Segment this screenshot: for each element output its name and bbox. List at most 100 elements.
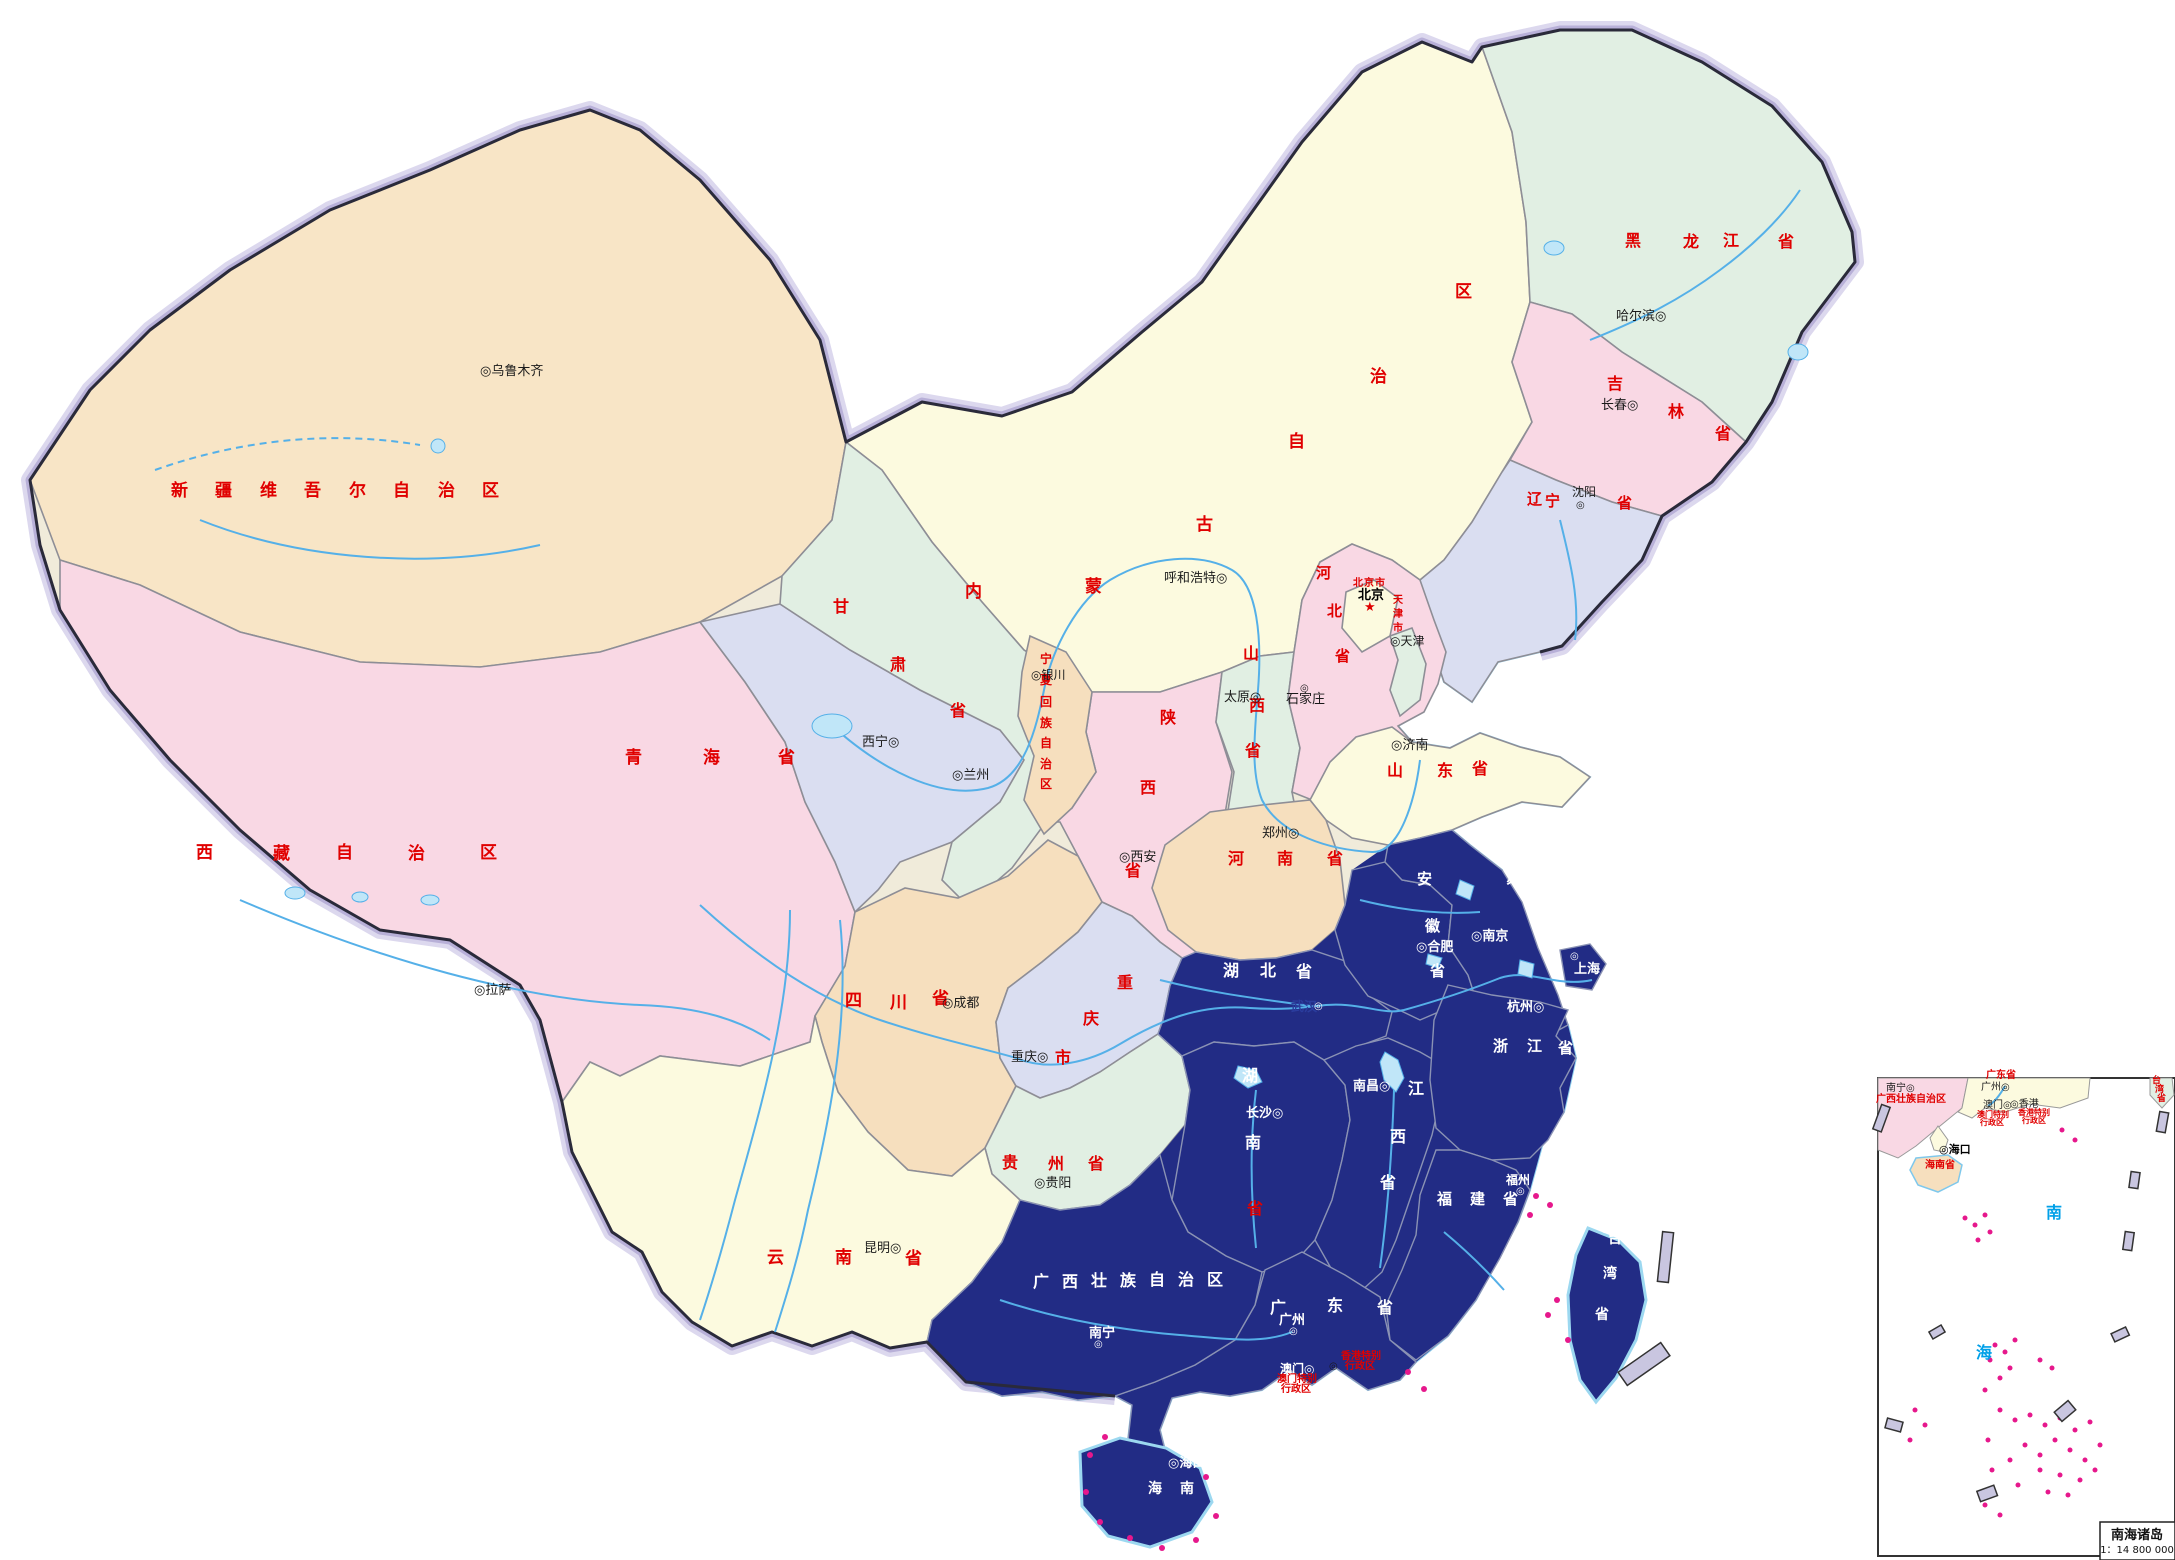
river-han [1159, 979, 1311, 1007]
province-label-hunan-sheng: 省 [1246, 1199, 1263, 1218]
river-songhua [1589, 189, 1801, 341]
river-nu [699, 909, 791, 1321]
city-label-shanghai: 上海 [1574, 961, 1600, 977]
province-label-neimenggu: 古 [1196, 514, 1213, 535]
river-min [1443, 1231, 1505, 1291]
lake-poyang [1379, 1051, 1405, 1093]
province-label-jiangxi: 西 [1390, 1127, 1406, 1146]
river-tarim [199, 519, 541, 560]
province-label-sichuan: 四 [845, 991, 862, 1011]
sar-label-mo-sar-1: 澳门特别 [1277, 1372, 1317, 1385]
province-label-guangdong: 省 [1376, 1298, 1393, 1317]
province-label-hebei: 省 [1334, 647, 1350, 665]
province-label-jiangsu: 江 [1488, 842, 1503, 860]
inset-label-i-hainan: 海南省 [1925, 1158, 1955, 1171]
lake-dongting [1233, 1065, 1263, 1089]
province-label-henan: 南 [1277, 849, 1293, 868]
city-label-jinan: ◎济南 [1391, 737, 1428, 753]
province-label-shandong: 东 [1437, 761, 1453, 780]
province-label-guangxi: 族 [1120, 1271, 1137, 1290]
province-label-liaoning: 省 [1616, 494, 1632, 512]
province-label-liaoning: 宁 [1545, 492, 1560, 510]
province-label-anhui: 徽 [1424, 917, 1441, 935]
river-pearl [999, 1299, 1293, 1341]
river-yarlung [239, 899, 771, 1041]
province-label-gansu: 省 [949, 701, 966, 720]
inset-label-i-hk-sar-2: 行政区 [2021, 1115, 2046, 1125]
inset-label-i-macau: 澳门◎ [1983, 1098, 2012, 1111]
inset-label-i-hk: ◎香港 [2010, 1098, 2039, 1110]
province-label-xizang: 西 [196, 843, 213, 863]
province-tianjin [1388, 626, 1427, 718]
inset-title-box [2099, 1521, 2175, 1560]
province-label-heilongjiang: 江 [1723, 231, 1739, 250]
labels-layer: 新疆维吾尔自治区西藏自治区青海省甘肃省宁夏回族自治区内 蒙古自治区黑龙江省吉林省辽… [171, 231, 1794, 1497]
province-label-xinjiang: 新 [171, 480, 188, 501]
province-label-neimenggu: 蒙 [1085, 576, 1102, 597]
province-label-beijing-city-red: 京 [1364, 576, 1374, 589]
inset-label-i-sea-nan: 南 [2046, 1203, 2062, 1222]
province-label-xinjiang: 疆 [215, 481, 232, 501]
city-label-changsha: 长沙◎ [1246, 1105, 1283, 1121]
city-label-taipei-mark: ◎ [1601, 1225, 1609, 1235]
inset-title: 南海诸岛 [2111, 1527, 2163, 1543]
province-label-neimenggu: 区 [1455, 282, 1472, 302]
province-label-chongqing: 市 [1055, 1048, 1071, 1067]
province-label-xinjiang: 治 [438, 480, 455, 501]
inset-label-i-taiwan-2: 湾 [2155, 1083, 2164, 1095]
province-zhejiang [1429, 984, 1577, 1161]
city-label-wuhan: 武汉 [1291, 999, 1318, 1015]
province-label-jiangsu: 省 [1525, 895, 1541, 913]
province-fujian [1385, 1149, 1531, 1361]
province-label-guangxi: 广 [1033, 1272, 1049, 1291]
inset-label-i-guangxi: 广西壮族自治区 [1876, 1092, 1946, 1105]
inset-scale: 1：14 800 000 [2100, 1545, 2174, 1556]
province-label-jiangxi: 省 [1379, 1173, 1396, 1192]
provinces-light [29, 29, 1856, 1349]
city-label-lanzhou: ◎兰州 [952, 768, 989, 783]
city-label-kunming: 昆明◎ [864, 1241, 901, 1256]
city-label-lhasa: ◎拉萨 [474, 983, 511, 998]
province-label-yunnan: 云 [767, 1248, 784, 1268]
province-label-fujian: 福 [1436, 1190, 1452, 1208]
province-label-ningxia: 区 [1040, 777, 1052, 791]
province-label-shanxi: 山 [1243, 644, 1259, 663]
province-hebei [1287, 543, 1447, 802]
province-label-anhui: 省 [1429, 962, 1445, 980]
province-label-shandong: 山 [1387, 761, 1403, 780]
province-label-guangxi: 西 [1062, 1272, 1078, 1291]
inset-label-i-nanning: 南宁◎ [1886, 1081, 1915, 1094]
inset-label-i-hk-sar-1: 香港特别 [2017, 1107, 2050, 1117]
city-label-hefei: ◎合肥 [1416, 939, 1453, 955]
province-label-xinjiang: 尔 [349, 480, 366, 501]
inset-hainan [1909, 1154, 1963, 1193]
city-label-beijing: 北京 [1358, 587, 1384, 603]
province-label-shandong: 省 [1471, 759, 1488, 778]
province-label-fujian: 省 [1502, 1190, 1518, 1208]
province-label-taiwan: 省 [1594, 1306, 1609, 1323]
province-label-xinjiang: 维 [260, 480, 277, 501]
province-label-neimenggu: 治 [1370, 366, 1387, 387]
city-label-chengdu: ◎成都 [942, 996, 979, 1011]
inset-label-i-sea-hai: 海 [1976, 1343, 1992, 1362]
province-label-shanxi: 西 [1249, 696, 1265, 715]
province-label-xizang: 自 [336, 842, 353, 863]
city-label-yinchuan: ◎银川 [1031, 668, 1065, 682]
river-lancang [774, 919, 844, 1333]
province-shandong [1309, 726, 1592, 846]
inset-river [1987, 1085, 2006, 1107]
province-label-xizang: 区 [480, 843, 497, 863]
inset-label-i-mo-sar-1: 澳门特别 [1977, 1109, 2009, 1119]
inset-label-i-guangdong: 广东省 [1986, 1068, 2016, 1081]
province-label-chongqing: 重 [1117, 973, 1133, 992]
lake-hongze [1455, 879, 1475, 901]
province-label-guangdong: 广 [1270, 1298, 1286, 1317]
city-label-nanning-mark: ◎ [1094, 1339, 1103, 1350]
lake-qinghai [811, 713, 853, 739]
province-label-tianjin-vert: 天 [1393, 594, 1404, 606]
river-huai [1359, 899, 1481, 914]
province-label-zhejiang: 江 [1527, 1037, 1542, 1055]
inset-label-i-mo-sar-2: 行政区 [1979, 1117, 2004, 1127]
province-label-sichuan: 省 [931, 988, 949, 1009]
city-label-haikou: ◎海口 [1168, 1455, 1205, 1471]
